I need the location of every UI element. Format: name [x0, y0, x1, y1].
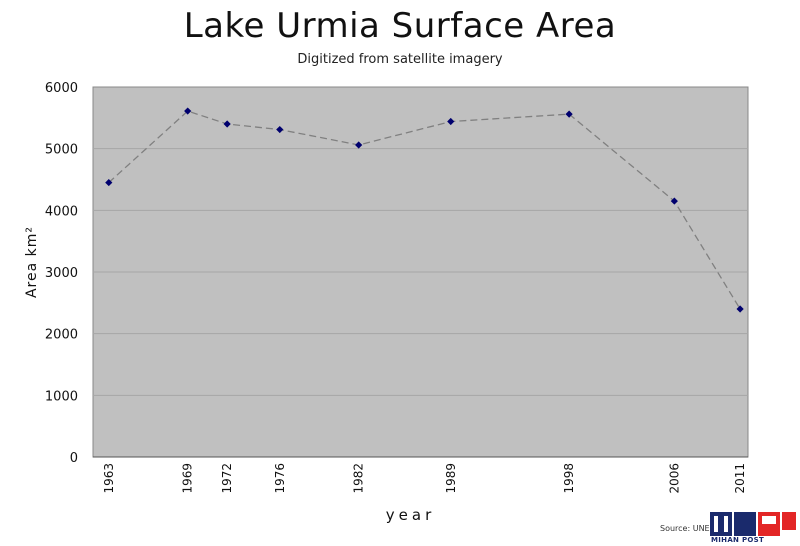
y-tick-label: 5000 [45, 143, 78, 158]
x-tick-label: 1972 [220, 463, 234, 494]
x-tick-label: 2011 [733, 463, 747, 494]
chart-subtitle: Digitized from satellite imagery [297, 52, 503, 67]
x-tick-label: 2006 [667, 463, 681, 494]
data-point [223, 120, 231, 128]
y-tick-label: 4000 [45, 204, 78, 219]
logo-text: MIHAN POST [711, 536, 765, 544]
y-axis-title: Area km² [24, 226, 40, 298]
x-tick-label: 1969 [181, 463, 195, 494]
data-point [105, 178, 113, 187]
data-point [184, 107, 192, 115]
x-tick-label: 1963 [102, 463, 116, 494]
y-tick-label: 6000 [45, 81, 78, 96]
y-tick-label: 3000 [45, 266, 78, 281]
y-tick-label: 2000 [45, 328, 78, 343]
x-tick-label: 1976 [273, 463, 287, 494]
y-tick-label: 1000 [45, 389, 78, 404]
data-point [355, 141, 363, 149]
chart-title: Lake Urmia Surface Area [183, 6, 617, 46]
data-point [670, 197, 678, 205]
source-note: Source: UNE [660, 524, 710, 533]
data-point [276, 125, 284, 134]
data-point [447, 117, 455, 126]
x-tick-label: 1989 [444, 463, 458, 494]
x-tick-label: 1982 [352, 463, 366, 494]
x-axis-title: year [386, 506, 435, 524]
mihan-post-logo [710, 512, 796, 536]
data-point [565, 110, 573, 118]
data-point [736, 305, 744, 313]
x-tick-label: 1998 [562, 463, 576, 494]
y-tick-label: 0 [70, 451, 78, 466]
